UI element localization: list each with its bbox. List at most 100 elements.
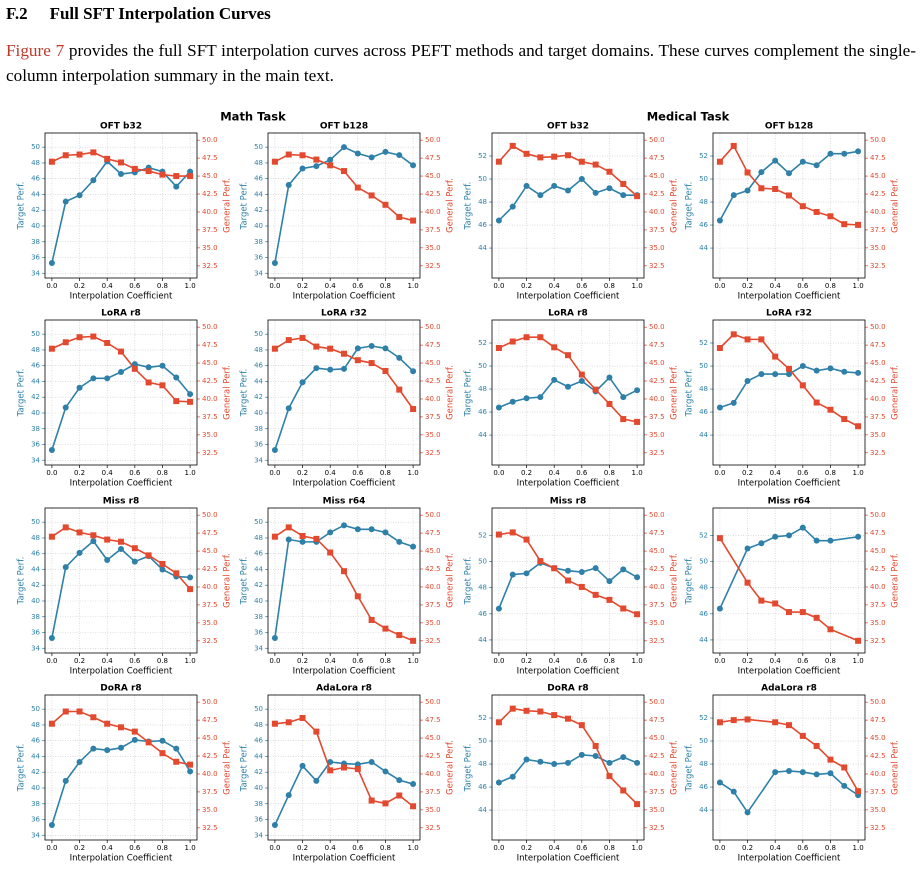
series-line <box>274 761 414 826</box>
y-tick-label: 48 <box>699 760 708 768</box>
y2-tick-label: 32.5 <box>649 824 665 832</box>
marker <box>841 221 848 228</box>
y-tick-label: 46 <box>699 221 708 229</box>
y2-tick-label: 47.5 <box>870 154 886 162</box>
marker <box>786 192 792 199</box>
marker <box>131 545 138 552</box>
marker <box>368 154 375 161</box>
y-tick-label: 46 <box>478 783 487 791</box>
x-tick-label: 0.6 <box>797 282 809 290</box>
x-tick-label: 0.0 <box>269 282 280 290</box>
marker <box>271 635 278 642</box>
marker <box>90 333 97 340</box>
marker <box>299 714 306 721</box>
marker <box>758 371 765 378</box>
x-tick-label: 0.8 <box>157 282 168 290</box>
marker <box>827 150 834 157</box>
marker <box>565 383 571 390</box>
y-tick-label: 52 <box>478 339 487 347</box>
marker <box>606 168 613 175</box>
marker <box>131 728 138 735</box>
y-tick-label: 34 <box>31 456 40 464</box>
x-tick-label: 0.4 <box>325 282 337 290</box>
y2-tick-label: 42.5 <box>425 565 441 573</box>
x-tick-label: 0.8 <box>157 469 168 477</box>
series-line <box>498 336 638 423</box>
y2-tick-label: 37.5 <box>649 788 665 796</box>
marker <box>354 593 361 600</box>
marker <box>827 626 834 633</box>
series-line <box>274 153 414 222</box>
y-tick-label: 42 <box>254 768 263 776</box>
y2-tick-label: 37.5 <box>425 226 441 234</box>
marker <box>104 747 111 754</box>
marker <box>90 714 97 721</box>
y-axis-label: Target Perf. <box>17 369 27 418</box>
marker <box>327 758 334 765</box>
marker <box>606 578 613 585</box>
marker <box>396 152 403 159</box>
y-tick-label: 50 <box>31 143 40 151</box>
marker <box>841 416 848 423</box>
x-tick-label: 0.2 <box>742 657 753 665</box>
x-tick-label: 0.2 <box>74 657 85 665</box>
x-tick-label: 1.0 <box>185 844 196 852</box>
marker <box>313 163 320 170</box>
marker <box>173 570 180 577</box>
x-tick-label: 0.4 <box>549 657 561 665</box>
marker <box>813 771 820 778</box>
marker <box>827 365 834 372</box>
marker <box>285 182 292 189</box>
x-axis-label: Interpolation Coefficient <box>738 479 841 489</box>
marker <box>716 158 723 165</box>
y2-axis-label: General Perf. <box>223 740 233 795</box>
marker <box>744 579 751 586</box>
y-tick-label: 48 <box>478 584 487 592</box>
plot-frame <box>267 507 421 654</box>
marker <box>187 398 194 405</box>
marker <box>159 560 166 567</box>
x-tick-label: 0.8 <box>604 282 615 290</box>
marker <box>551 376 558 383</box>
marker <box>145 364 152 371</box>
series-line <box>274 526 414 642</box>
y-tick-label: 44 <box>31 190 40 198</box>
marker <box>537 154 544 161</box>
y-tick-label: 36 <box>254 816 263 824</box>
figure-link[interactable]: Figure 7 <box>6 41 65 60</box>
marker <box>76 529 83 536</box>
marker <box>509 338 516 345</box>
y2-tick-label: 47.5 <box>649 154 665 162</box>
marker <box>523 756 530 763</box>
y-tick-label: 46 <box>31 175 40 183</box>
marker <box>410 543 417 550</box>
y-tick-label: 50 <box>31 518 40 526</box>
marker <box>271 720 278 727</box>
x-tick-label: 0.8 <box>825 844 836 852</box>
plot-frame <box>267 694 421 841</box>
y-tick-label: 38 <box>254 425 263 433</box>
marker <box>354 345 361 352</box>
y2-tick-label: 32.5 <box>870 637 886 645</box>
y2-axis-label: General Perf. <box>223 553 233 608</box>
x-tick-label: 1.0 <box>408 282 419 290</box>
marker <box>786 767 792 774</box>
y2-tick-label: 50.0 <box>202 323 218 331</box>
x-tick-label: 1.0 <box>632 657 643 665</box>
y2-tick-label: 45.0 <box>649 547 665 555</box>
marker <box>606 759 613 766</box>
y-tick-label: 44 <box>254 752 263 760</box>
x-tick-label: 0.6 <box>352 469 364 477</box>
y-tick-label: 50 <box>478 737 487 745</box>
y-tick-label: 36 <box>254 441 263 449</box>
y2-tick-label: 50.0 <box>425 323 441 331</box>
y-axis-label: Target Perf. <box>240 369 250 418</box>
y2-tick-label: 40.0 <box>870 770 886 778</box>
series-line <box>498 754 638 784</box>
marker <box>118 545 124 552</box>
y-tick-label: 38 <box>31 425 40 433</box>
chart-title: Miss r8 <box>103 497 140 507</box>
marker <box>841 782 848 789</box>
marker <box>592 189 599 196</box>
y-axis-label: Target Perf. <box>17 744 27 793</box>
